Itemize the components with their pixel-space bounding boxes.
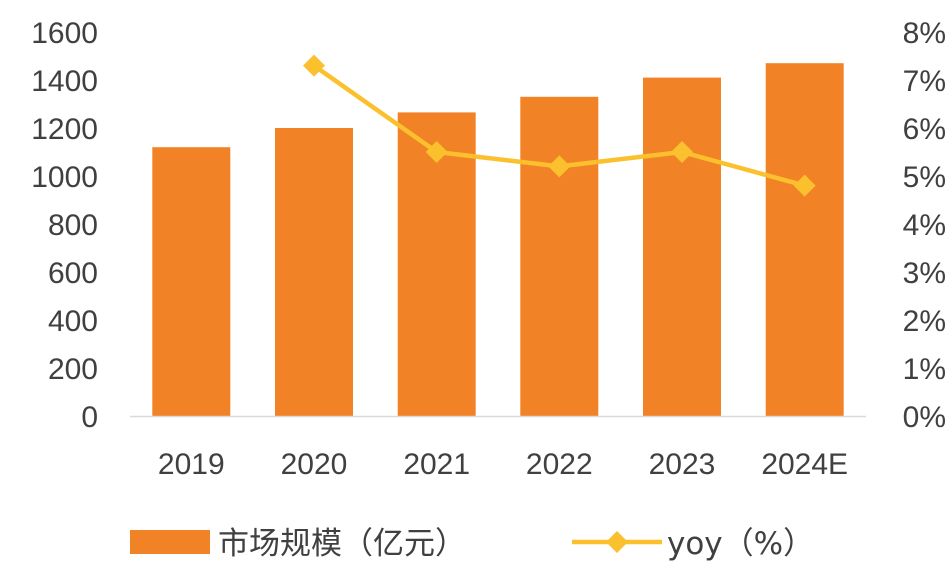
x-tick-label: 2019 [158,448,225,481]
yoy-point-2024E [793,174,816,197]
x-axis-ticks: 2019 2020 2021 2022 2023 2024E [158,448,848,481]
legend-bar-swatch [130,530,210,554]
x-tick-label: 2023 [649,448,716,481]
legend-line-label: yoy（%） [667,526,814,562]
x-tick-label: 2020 [281,448,348,481]
left-axis-ticks: 0 200 400 600 800 1000 1200 1400 1600 [31,17,98,434]
bar-2023 [643,77,721,416]
left-tick-label: 1200 [31,113,98,146]
left-tick-label: 1000 [31,161,98,194]
left-tick-label: 200 [48,353,98,386]
bar-2021 [397,112,476,417]
left-tick-label: 1400 [31,65,98,98]
right-tick-label: 8% [903,17,946,50]
right-tick-label: 4% [903,209,946,242]
bars-layer [152,63,844,417]
right-tick-label: 2% [903,305,946,338]
yoy-point-2021 [425,141,448,163]
right-axis-ticks: 0% 1% 2% 3% 4% 5% 6% 7% 8% [903,17,946,434]
right-tick-label: 5% [903,161,946,194]
right-tick-label: 0% [903,401,946,434]
bar-2020 [275,128,353,416]
x-tick-label: 2024E [761,448,848,481]
legend-bar-label: 市场规模（亿元） [218,526,466,562]
left-tick-label: 400 [48,305,98,338]
x-tick-label: 2021 [403,448,470,481]
legend: 市场规模（亿元） yoy（%） [130,526,814,562]
x-tick-label: 2022 [526,448,593,481]
right-tick-label: 1% [903,353,946,386]
yoy-point-2023 [671,141,693,163]
left-tick-label: 1600 [31,17,98,50]
bar-2022 [520,96,599,417]
left-tick-label: 0 [81,401,98,434]
bar-2024E [765,63,844,416]
right-tick-label: 7% [903,65,946,98]
yoy-line-layer [303,54,816,197]
left-tick-label: 800 [48,209,98,242]
right-tick-label: 6% [903,113,946,146]
bar-2019 [152,147,231,416]
yoy-point-2022 [548,155,571,178]
right-tick-label: 3% [903,257,946,290]
legend-diamond-marker [606,531,628,553]
left-tick-label: 600 [48,257,98,290]
yoy-point-2020 [303,54,325,77]
